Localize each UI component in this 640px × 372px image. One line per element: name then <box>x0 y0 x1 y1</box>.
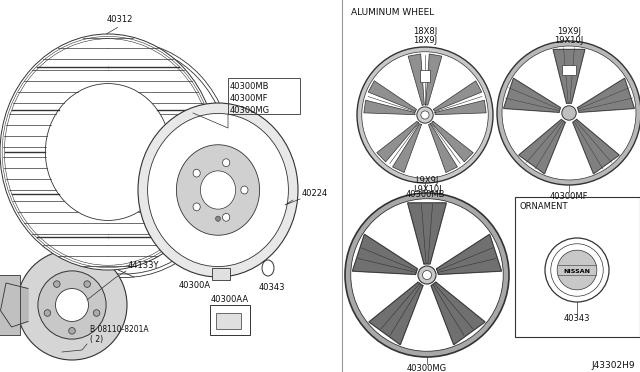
Circle shape <box>345 193 509 357</box>
Ellipse shape <box>193 203 200 211</box>
Ellipse shape <box>148 113 289 267</box>
Text: 40343: 40343 <box>564 314 590 323</box>
Bar <box>216 313 241 329</box>
Polygon shape <box>368 81 417 111</box>
Text: 40300MF: 40300MF <box>550 192 588 201</box>
Polygon shape <box>504 78 561 112</box>
Polygon shape <box>519 119 565 174</box>
Bar <box>212 268 230 280</box>
Text: ALUMINUM WHEEL: ALUMINUM WHEEL <box>351 8 435 17</box>
Ellipse shape <box>241 186 248 194</box>
Circle shape <box>417 107 433 123</box>
Circle shape <box>17 250 127 360</box>
Ellipse shape <box>223 214 230 221</box>
Text: B 08110-8201A
( 2): B 08110-8201A ( 2) <box>90 325 148 344</box>
Circle shape <box>557 250 597 290</box>
Circle shape <box>351 199 503 351</box>
Text: 40300MB: 40300MB <box>405 190 445 199</box>
Bar <box>228 78 300 114</box>
Polygon shape <box>426 54 442 105</box>
Circle shape <box>497 41 640 185</box>
Circle shape <box>562 106 576 120</box>
Text: 40224: 40224 <box>302 189 328 198</box>
Ellipse shape <box>177 145 260 235</box>
Polygon shape <box>1 283 28 327</box>
Circle shape <box>418 266 436 284</box>
Circle shape <box>84 281 90 288</box>
Ellipse shape <box>200 171 236 209</box>
Bar <box>0 275 20 335</box>
Polygon shape <box>431 121 473 162</box>
Polygon shape <box>392 124 422 173</box>
Text: 19X10J: 19X10J <box>554 36 584 45</box>
Ellipse shape <box>138 103 298 277</box>
Polygon shape <box>353 234 417 275</box>
Text: 40312: 40312 <box>107 15 133 24</box>
Circle shape <box>44 310 51 316</box>
Circle shape <box>362 52 488 178</box>
Polygon shape <box>364 100 415 115</box>
Polygon shape <box>429 124 458 173</box>
Polygon shape <box>553 49 585 103</box>
Polygon shape <box>377 121 419 162</box>
Text: 44133Y: 44133Y <box>128 261 159 270</box>
Circle shape <box>422 270 431 279</box>
Bar <box>420 70 430 81</box>
Polygon shape <box>408 203 446 264</box>
Circle shape <box>68 328 76 334</box>
Circle shape <box>56 289 88 321</box>
Ellipse shape <box>262 260 274 276</box>
Text: 40300MB
40300MF
40300MG: 40300MB 40300MF 40300MG <box>230 82 270 115</box>
Text: 40300A: 40300A <box>179 281 211 290</box>
Polygon shape <box>369 282 423 345</box>
Ellipse shape <box>45 84 171 221</box>
Text: 19X9J: 19X9J <box>557 27 581 36</box>
Ellipse shape <box>193 169 200 177</box>
Bar <box>562 65 576 75</box>
Polygon shape <box>577 78 634 112</box>
Polygon shape <box>573 119 619 174</box>
Polygon shape <box>433 81 482 111</box>
Text: L9X9J: L9X9J <box>415 176 438 185</box>
Text: 18X8J: 18X8J <box>413 27 437 36</box>
Circle shape <box>502 46 636 180</box>
Text: NISSAN: NISSAN <box>563 269 591 274</box>
Circle shape <box>38 271 106 339</box>
Bar <box>210 305 250 335</box>
Text: 40300MG: 40300MG <box>407 364 447 372</box>
Text: 40300AA: 40300AA <box>211 295 249 304</box>
Ellipse shape <box>0 34 216 270</box>
Text: ORNAMENT: ORNAMENT <box>520 202 568 211</box>
Circle shape <box>357 47 493 183</box>
Bar <box>515 197 640 337</box>
Circle shape <box>54 281 60 288</box>
Polygon shape <box>408 54 424 105</box>
Polygon shape <box>431 282 485 345</box>
Text: 18X9J: 18X9J <box>413 36 437 45</box>
Text: L9X10J: L9X10J <box>413 185 442 194</box>
Ellipse shape <box>223 159 230 167</box>
Ellipse shape <box>216 216 220 221</box>
Circle shape <box>93 310 100 316</box>
Circle shape <box>421 111 429 119</box>
Text: J43302H9: J43302H9 <box>591 361 635 370</box>
Text: 40343: 40343 <box>259 283 285 292</box>
Polygon shape <box>435 100 486 115</box>
Polygon shape <box>436 234 502 275</box>
